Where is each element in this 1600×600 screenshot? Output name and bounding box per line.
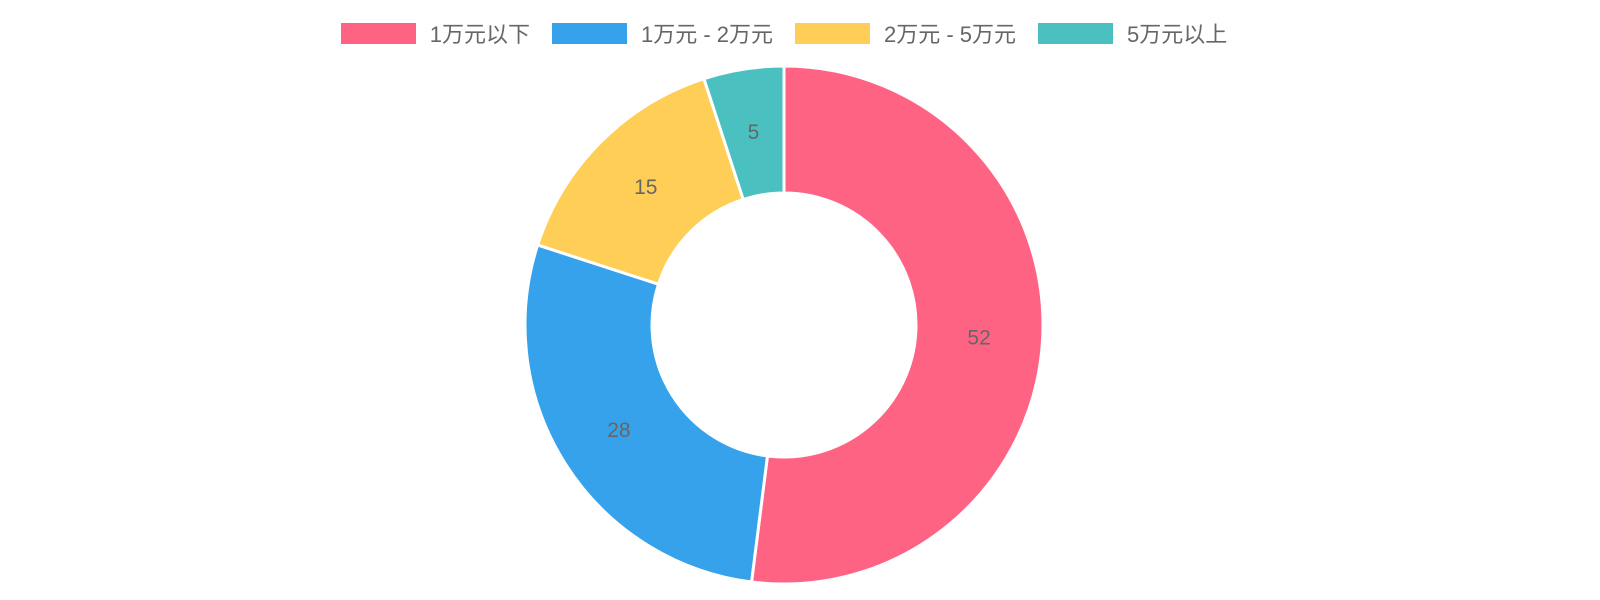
legend-item-under-10k[interactable]: 1万元以下 [340, 17, 530, 49]
doughnut-slice-1[interactable] [523, 243, 770, 584]
legend-swatch [551, 22, 627, 44]
legend-label: 2万元 - 5万元 [884, 22, 1017, 47]
legend-item-10k-20k[interactable]: 1万元 - 2万元 [551, 17, 773, 49]
doughnut-slice-2[interactable] [535, 76, 746, 287]
slice-value-label: 5 [748, 121, 760, 144]
doughnut-slice-3[interactable] [702, 64, 786, 202]
slice-value-label: 28 [607, 419, 630, 442]
chart-legend: 1万元以下 1万元 - 2万元 2万元 - 5万元 5万元以上 [0, 17, 1568, 49]
slice-value-label: 52 [967, 326, 990, 349]
legend-item-over-50k[interactable]: 5万元以上 [1038, 17, 1227, 49]
slice-labels: 52 28 15 5 [607, 121, 991, 442]
doughnut-slice-0[interactable] [749, 64, 1045, 586]
slice-value-label: 15 [634, 176, 657, 199]
legend-swatch [795, 22, 870, 44]
doughnut-slices [523, 64, 1045, 586]
legend-item-20k-50k[interactable]: 2万元 - 5万元 [795, 17, 1016, 49]
legend-swatch [340, 22, 416, 44]
legend-label: 5万元以上 [1127, 22, 1228, 47]
legend-label: 1万元以下 [429, 22, 530, 47]
legend-label: 1万元 - 2万元 [640, 22, 773, 47]
legend-swatch [1038, 22, 1114, 44]
